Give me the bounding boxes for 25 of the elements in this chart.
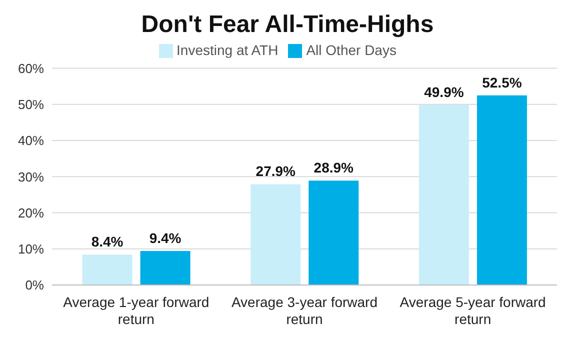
y-tick-label: 20%	[18, 205, 44, 220]
legend-label: Investing at ATH	[176, 42, 278, 58]
x-tick-label: Average 3-year forward return	[231, 294, 378, 327]
data-label: 9.4%	[149, 230, 182, 246]
data-label: 49.9%	[424, 84, 464, 100]
y-tick-label: 60%	[18, 60, 44, 76]
data-label: 8.4%	[91, 234, 124, 250]
y-tick-label: 10%	[18, 242, 44, 256]
bar	[140, 251, 190, 285]
bar	[476, 95, 527, 285]
bar	[82, 254, 132, 285]
y-tick-label: 50%	[18, 97, 44, 112]
data-label: 52.5%	[482, 74, 522, 90]
y-tick-label: 40%	[18, 133, 44, 148]
data-label: 27.9%	[256, 163, 296, 180]
x-tick-label: Average 5-year forward return	[400, 294, 546, 327]
data-label: 28.9%	[314, 160, 354, 176]
y-tick-label: 0%	[25, 278, 44, 293]
x-tick-label: Average 1-year forward return	[63, 294, 210, 327]
legend-label: All Other Days	[306, 42, 396, 58]
bar	[250, 184, 301, 285]
bar	[418, 104, 469, 285]
chart-title: Don't Fear All-Time-Highs	[140, 10, 435, 40]
y-tick-label: 30%	[18, 169, 44, 184]
bar	[308, 180, 359, 285]
